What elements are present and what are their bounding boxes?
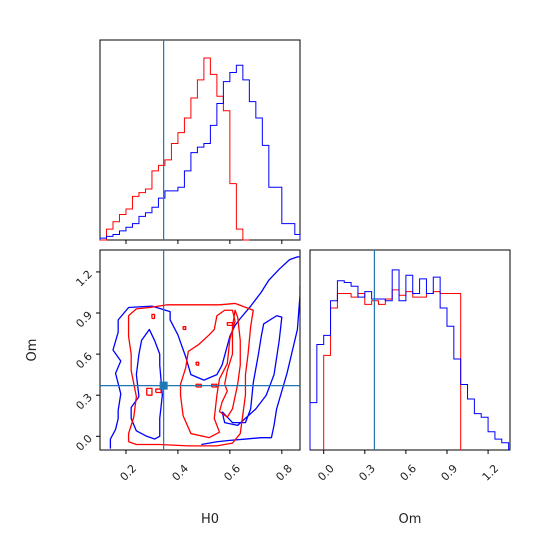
joint-contour-1-1 xyxy=(179,309,236,439)
joint-ytick-label-4: 1.2 xyxy=(73,268,95,290)
x-axis-label-om: Om xyxy=(399,512,422,527)
joint-truth-marker xyxy=(159,381,168,390)
joint-contour-1-10 xyxy=(226,321,234,326)
joint-ytick-label-2: 0.6 xyxy=(73,350,95,372)
x-axis-label-h0: H0 xyxy=(201,512,219,527)
y-axis-label-om: Om xyxy=(25,339,40,362)
joint-contour-1-2 xyxy=(218,309,241,418)
joint-xtick-label-3: 0.8 xyxy=(273,462,295,484)
joint-xtick-label-1: 0.4 xyxy=(170,462,192,484)
om-marginal-panel: 0.0 0.3 0.6 0.9 1.2 Om xyxy=(309,249,511,527)
om-marginal-xtick-label-1: 0.3 xyxy=(356,462,378,484)
joint-contour-0-2 xyxy=(130,328,163,440)
joint-contour-1-8 xyxy=(151,313,156,320)
joint-contour-1-3 xyxy=(146,387,153,396)
joint-ytick-label-3: 0.9 xyxy=(73,309,95,331)
om-marginal-series xyxy=(309,250,510,450)
om-marginal-step-0 xyxy=(323,289,462,450)
h0-marginal-panel xyxy=(99,39,301,244)
joint-ytick-label-1: 0.3 xyxy=(73,391,95,413)
joint-contour-1-0 xyxy=(127,302,254,447)
joint-contour-0-0 xyxy=(109,256,300,449)
om-marginal-ticks: 0.0 0.3 0.6 0.9 1.2 xyxy=(315,450,501,484)
joint-ytick-label-0: 0.0 xyxy=(73,432,95,454)
joint-contour-0-1 xyxy=(201,285,300,446)
om-marginal-xtick-label-2: 0.6 xyxy=(398,462,420,484)
joint-ticks: 0.2 0.4 0.6 0.8 0.0 0.3 0.6 0.9 1.2 xyxy=(73,268,295,484)
joint-contour-0-3 xyxy=(221,315,283,426)
om-marginal-step-1 xyxy=(309,269,510,450)
h0-marginal-ticks xyxy=(125,240,283,244)
om-marginal-xtick-label-4: 1.2 xyxy=(480,462,502,484)
joint-contour-1-9 xyxy=(182,326,187,331)
om-marginal-frame xyxy=(309,249,511,451)
h0-marginal-series xyxy=(99,40,301,241)
joint-xtick-label-0: 0.2 xyxy=(118,462,140,484)
joint-xtick-label-2: 0.6 xyxy=(221,462,243,484)
h0-marginal-frame xyxy=(99,39,301,241)
om-marginal-xtick-label-3: 0.9 xyxy=(439,462,461,484)
om-marginal-xtick-label-0: 0.0 xyxy=(315,462,337,484)
joint-contours xyxy=(100,250,300,450)
h0-marginal-step-0 xyxy=(100,57,250,241)
joint-contour-1-7 xyxy=(195,361,200,366)
joint-panel: 0.2 0.4 0.6 0.8 0.0 0.3 0.6 0.9 1.2 H0 Om xyxy=(25,249,301,527)
joint-frame xyxy=(99,249,301,451)
h0-marginal-step-1 xyxy=(99,64,301,240)
